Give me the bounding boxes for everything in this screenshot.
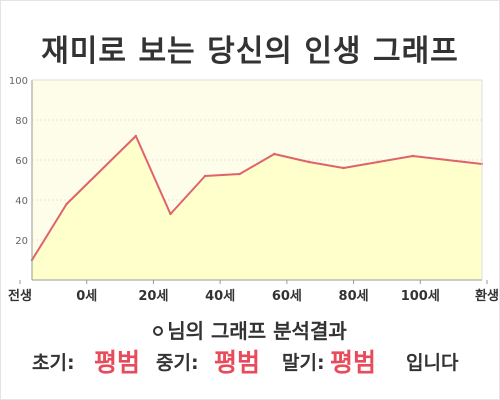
data-point — [342, 166, 345, 170]
series-line — [31, 135, 483, 261]
x-tick-label: 20세 — [138, 289, 168, 304]
y-tick-label: 20 — [15, 236, 28, 247]
x-tick-label: 80세 — [339, 289, 369, 304]
early-label: 초기: — [32, 352, 75, 374]
data-point — [238, 172, 241, 176]
x-tick-label: 전생 — [8, 288, 32, 304]
late-value: 평범 — [330, 348, 377, 377]
data-point — [134, 134, 138, 138]
analysis-result-label: 님의 그래프 분석결과 — [167, 319, 347, 343]
x-tick-label: 100세 — [401, 289, 440, 304]
data-point — [411, 154, 414, 158]
late-label: 말기: — [282, 352, 325, 374]
mid-value: 평범 — [214, 348, 261, 377]
mid-label: 중기: — [156, 352, 199, 374]
y-tick-label: 80 — [15, 116, 28, 127]
x-tick-label: 60세 — [272, 289, 302, 304]
y-tick-label: 60 — [15, 156, 28, 167]
x-tick-label: 0세 — [76, 289, 97, 304]
y-tick-label: 100 — [9, 76, 28, 87]
data-point — [376, 160, 380, 164]
data-point — [307, 160, 311, 164]
data-point — [169, 212, 172, 216]
data-point — [203, 174, 207, 178]
x-tick-label: 40세 — [205, 289, 235, 304]
analysis-result-heading: 님의 그래프 분석결과 — [0, 318, 500, 344]
y-tick-label: 40 — [15, 196, 28, 207]
chart-title: 재미로 보는 당신의 인생 그래프 — [41, 34, 459, 69]
data-point — [273, 152, 276, 156]
summary-line: 초기: 평범 중기: 평범 말기: 평범 입니다 — [0, 346, 500, 380]
life-graph-chart: 20 40 60 80 100 전생 0세 20세 40세 60세 80세 100세 환생 — [8, 76, 499, 304]
data-point — [65, 202, 68, 206]
circle-icon — [153, 325, 164, 336]
ending-text: 입니다 — [406, 352, 459, 374]
early-value: 평범 — [94, 348, 141, 377]
area-fill — [32, 136, 482, 280]
x-tick-label: 환생 — [475, 288, 499, 304]
